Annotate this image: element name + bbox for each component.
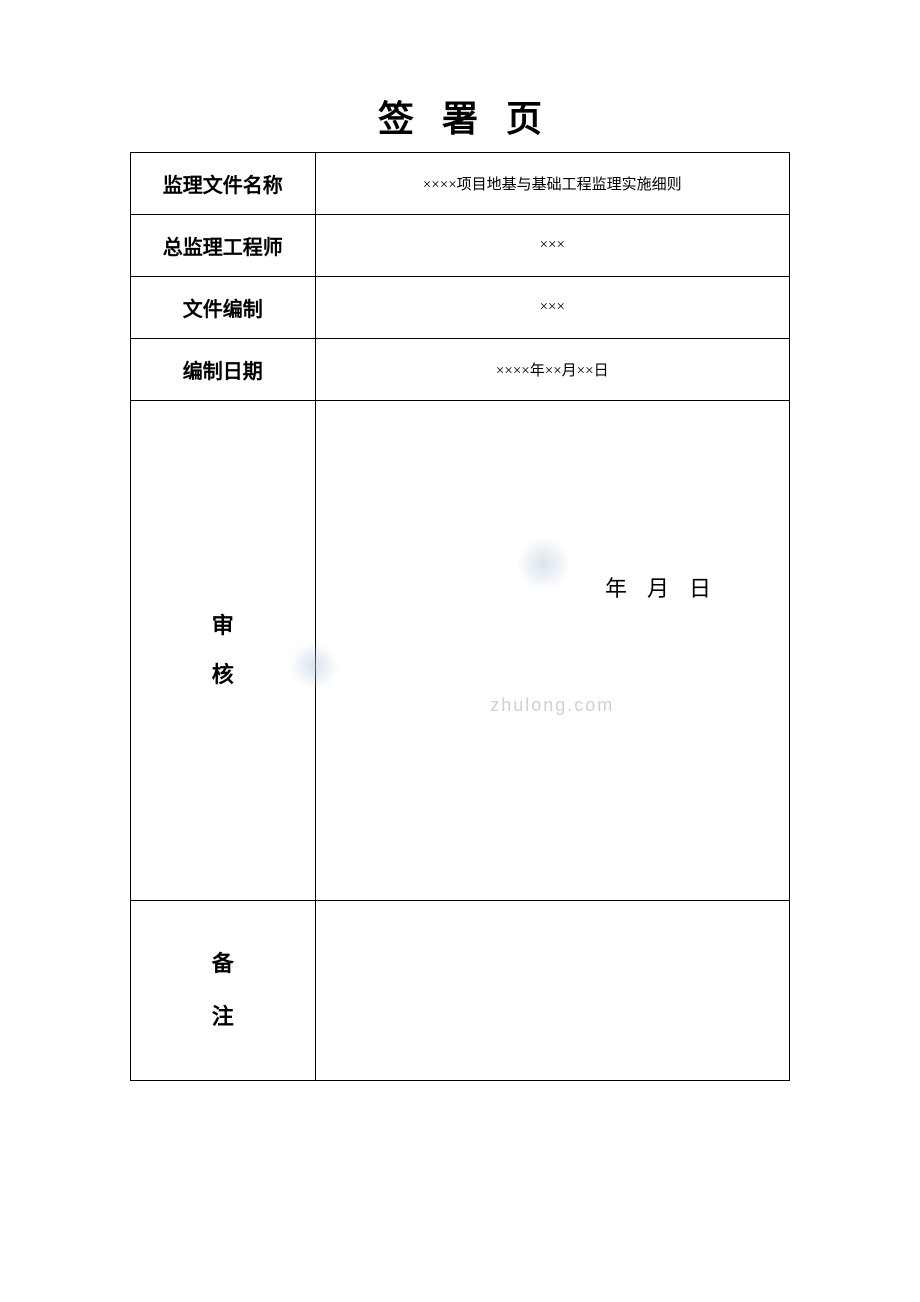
label-doc-name: 监理文件名称 (131, 153, 316, 215)
label-chief-engineer: 总监理工程师 (131, 215, 316, 277)
label-review: 审 核 (131, 401, 316, 901)
remark-label-text: 备 注 (212, 938, 234, 1044)
table-row: 监理文件名称 ××××项目地基与基础工程监理实施细则 (131, 153, 790, 215)
label-compile-date: 编制日期 (131, 339, 316, 401)
document-page: 签署页 监理文件名称 ××××项目地基与基础工程监理实施细则 总监理工程师 ××… (0, 0, 920, 1201)
table-row: 编制日期 ××××年××月××日 (131, 339, 790, 401)
label-remark: 备 注 (131, 901, 316, 1081)
value-compile-date: ××××年××月××日 (315, 339, 789, 401)
value-compiler: ××× (315, 277, 789, 339)
table-row-remark: 备 注 (131, 901, 790, 1081)
value-remark (315, 901, 789, 1081)
review-date-line: 年月日 (605, 571, 731, 603)
label-compiler: 文件编制 (131, 277, 316, 339)
remark-char2: 注 (212, 991, 234, 1044)
page-title: 签署页 (130, 90, 790, 142)
review-label-text: 审 核 (212, 602, 234, 699)
watermark-blob-icon (289, 641, 339, 691)
value-doc-name: ××××项目地基与基础工程监理实施细则 (315, 153, 789, 215)
value-chief-engineer: ××× (315, 215, 789, 277)
watermark-blob-icon (516, 536, 571, 591)
watermark-text: zhulong.com (490, 695, 614, 716)
review-char2: 核 (212, 651, 234, 699)
table-row: 文件编制 ××× (131, 277, 790, 339)
signature-table: 监理文件名称 ××××项目地基与基础工程监理实施细则 总监理工程师 ××× 文件… (130, 152, 790, 1081)
table-row-review: 审 核 zhulong.com 年月日 (131, 401, 790, 901)
review-char1: 审 (212, 602, 234, 650)
remark-char1: 备 (212, 938, 234, 991)
value-review: zhulong.com 年月日 (315, 401, 789, 901)
table-row: 总监理工程师 ××× (131, 215, 790, 277)
